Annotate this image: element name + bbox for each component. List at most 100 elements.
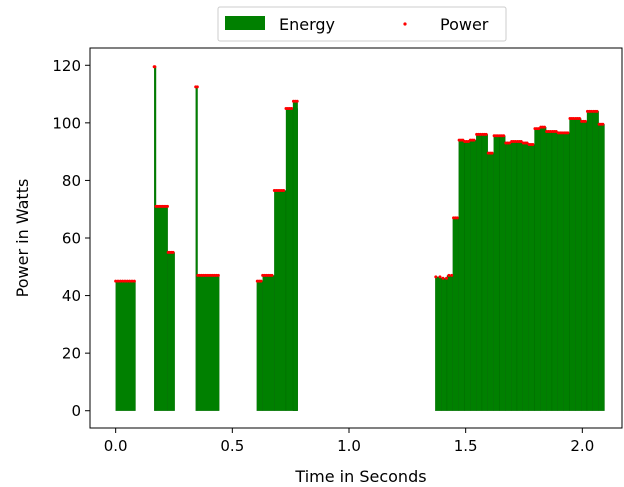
energy-bar [197, 275, 220, 411]
legend-energy-swatch [225, 16, 265, 30]
energy-bar [115, 281, 136, 411]
energy-bar [581, 121, 588, 411]
y-tick-label: 100 [52, 114, 81, 132]
power-point [438, 275, 442, 279]
x-axis-ticks: 0.0 0.5 1.0 1.5 2.0 [104, 428, 594, 455]
power-point [290, 106, 294, 110]
legend-box [217, 6, 507, 42]
power-point [114, 279, 118, 283]
power-point [496, 134, 500, 138]
power-point [116, 279, 120, 283]
energy-bar [470, 139, 477, 411]
power-point [441, 276, 445, 280]
energy-bar [575, 118, 582, 411]
legend: Energy Power [217, 6, 507, 42]
energy-bar [516, 141, 523, 411]
energy-bar [476, 134, 483, 411]
power-point [259, 279, 263, 283]
power-point [560, 131, 564, 135]
energy-bar [458, 139, 465, 411]
power-point [578, 117, 582, 121]
legend-power-marker [403, 22, 407, 26]
power-point [525, 141, 529, 145]
energy-bar [551, 131, 558, 411]
power-point [447, 273, 451, 277]
power-point [128, 279, 132, 283]
power-point [595, 109, 599, 113]
power-point [123, 279, 127, 283]
y-tick-label: 120 [52, 57, 81, 75]
x-axis-title: Time in Seconds [294, 467, 426, 486]
energy-bar [452, 217, 459, 411]
energy-bar [511, 141, 518, 411]
y-tick-label: 60 [62, 230, 81, 248]
energy-bar [540, 127, 547, 411]
x-tick-label: 1.0 [337, 437, 361, 455]
power-point [513, 140, 517, 144]
power-point [125, 279, 129, 283]
energy-bar [557, 132, 564, 411]
power-point [572, 117, 576, 121]
y-axis-ticks: 0 20 40 60 80 100 120 [52, 57, 90, 420]
energy-bar [487, 152, 494, 411]
energy-bar [446, 275, 453, 411]
energy-bar [569, 118, 576, 411]
energy-bar [493, 135, 500, 411]
y-tick-label: 40 [62, 287, 81, 305]
energy-bar [586, 111, 593, 411]
power-point [450, 273, 454, 277]
energy-bar [167, 252, 175, 411]
y-tick-label: 0 [71, 402, 81, 420]
energy-bar [195, 86, 198, 411]
power-point [502, 134, 506, 138]
energy-bar [262, 275, 275, 411]
power-point [121, 279, 125, 283]
energy-bar [464, 141, 471, 411]
power-point [490, 151, 494, 155]
power-point [566, 131, 570, 135]
power-point [216, 273, 220, 277]
legend-power-label: Power [440, 15, 489, 34]
y-tick-label: 80 [62, 172, 81, 190]
power-point [118, 279, 122, 283]
energy-bar [155, 206, 168, 411]
power-point [548, 129, 552, 133]
energy-bar [499, 135, 506, 411]
power-point [554, 129, 558, 133]
power-point [171, 250, 175, 254]
x-tick-label: 2.0 [570, 437, 594, 455]
power-point [508, 141, 512, 145]
energy-bar [154, 66, 157, 411]
y-tick-label: 20 [62, 345, 81, 363]
power-point [445, 276, 449, 280]
energy-bar [292, 101, 298, 411]
legend-energy-label: Energy [279, 15, 335, 34]
power-point [270, 273, 274, 277]
x-tick-label: 0.5 [220, 437, 244, 455]
power-point [484, 132, 488, 136]
energy-bar [598, 124, 605, 411]
power-point [589, 109, 593, 113]
energy-bar [435, 276, 442, 411]
energy-bar [534, 128, 541, 411]
energy-bar [522, 142, 529, 411]
energy-bars [115, 66, 605, 411]
power-point [601, 122, 605, 126]
power-point [583, 119, 587, 123]
power-point [130, 279, 134, 283]
power-points [114, 65, 605, 283]
power-point [282, 189, 286, 192]
energy-bar [546, 131, 553, 411]
power-point [478, 132, 482, 136]
x-tick-label: 1.5 [454, 437, 478, 455]
energy-bar [274, 190, 287, 411]
power-point [195, 85, 199, 89]
power-point [132, 279, 136, 283]
power-point [531, 142, 535, 146]
energy-bar [256, 281, 263, 411]
power-point [434, 275, 438, 279]
energy-bar [505, 142, 512, 411]
power-point [153, 65, 157, 69]
